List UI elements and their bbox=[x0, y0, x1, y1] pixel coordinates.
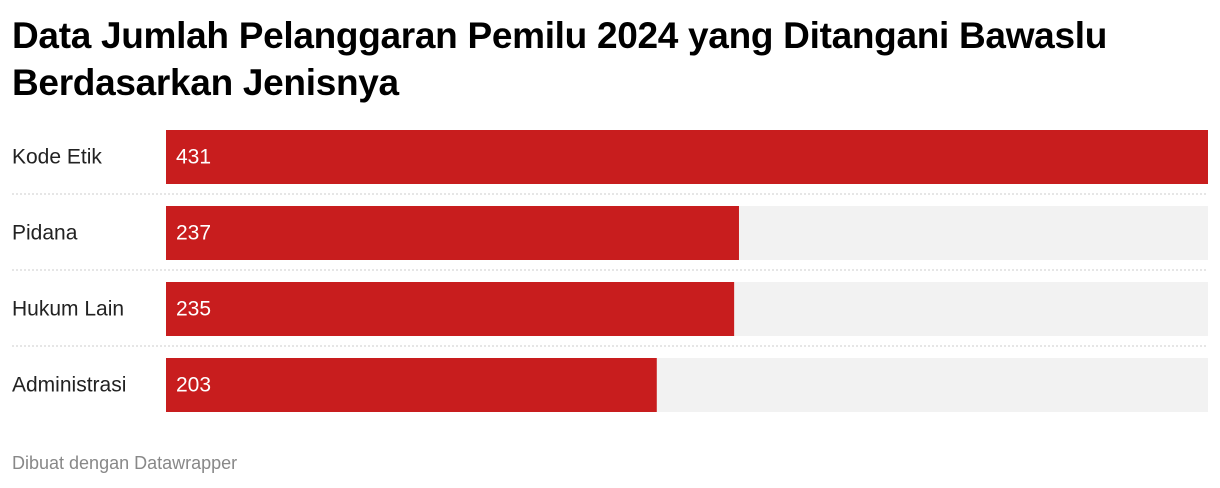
category-label: Pidana bbox=[12, 222, 78, 245]
value-label: 431 bbox=[176, 146, 211, 169]
value-label: 235 bbox=[176, 298, 211, 321]
chart: Kode Etik 431 Pidana 237 Hukum Lain 235 Admini… bbox=[12, 130, 1208, 412]
category-label: Administrasi bbox=[12, 374, 126, 397]
bar bbox=[166, 206, 739, 260]
value-label: 203 bbox=[176, 374, 211, 397]
bar bbox=[166, 282, 735, 336]
category-label: Kode Etik bbox=[12, 146, 102, 169]
value-label: 237 bbox=[176, 222, 211, 245]
category-label: Hukum Lain bbox=[12, 298, 124, 321]
bar bbox=[166, 358, 657, 412]
chart-title: Data Jumlah Pelanggaran Pemilu 2024 yang… bbox=[12, 15, 1108, 103]
footer: Dibuat dengan Datawrapper bbox=[12, 453, 238, 473]
bar bbox=[166, 130, 1208, 184]
